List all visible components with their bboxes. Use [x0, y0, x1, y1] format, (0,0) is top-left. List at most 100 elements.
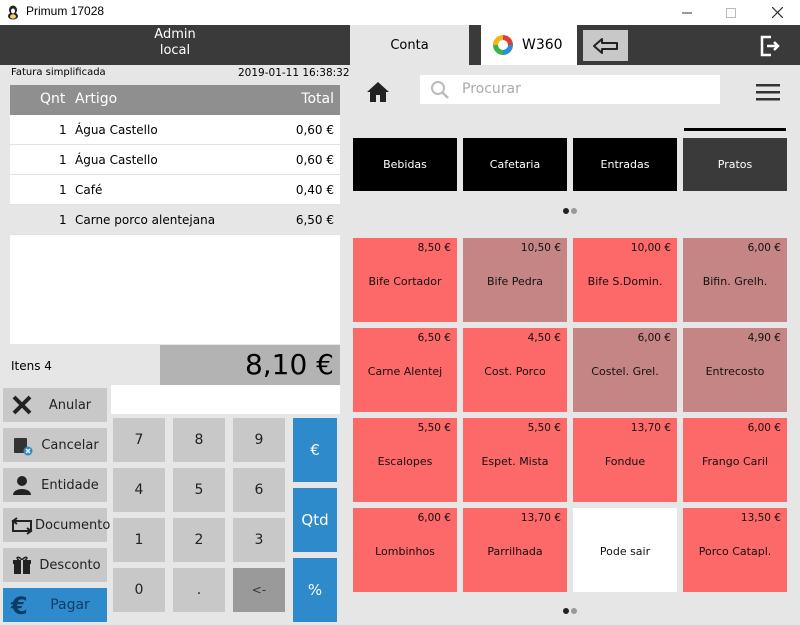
family-bebidas[interactable]: Bebidas: [353, 138, 457, 191]
search-input[interactable]: Procurar: [420, 75, 720, 104]
product-tile[interactable]: 6,00 € Bifin. Grelh.: [683, 238, 787, 322]
product-name: Lombinhos: [375, 545, 435, 558]
family-cafetaria[interactable]: Cafetaria: [463, 138, 567, 191]
window-title: Primum 17028: [26, 4, 105, 18]
product-tile[interactable]: 6,00 € Costel. Grel.: [573, 328, 677, 412]
product-tile[interactable]: Pode sair: [573, 508, 677, 592]
product-tile[interactable]: 5,50 € Espet. Mista: [463, 418, 567, 502]
maximize-button[interactable]: [708, 0, 754, 25]
back-button[interactable]: [583, 30, 628, 61]
key-0[interactable]: 0: [113, 568, 165, 612]
menu-button[interactable]: [755, 82, 783, 104]
key-3[interactable]: 3: [233, 518, 285, 562]
product-price: 6,00 €: [637, 332, 671, 344]
tab-conta[interactable]: Conta: [350, 25, 469, 65]
pagar-button[interactable]: € Pagar: [3, 588, 107, 622]
row-total: 0,60 €: [295, 123, 334, 137]
entidade-button[interactable]: Entidade: [3, 468, 107, 502]
product-tile[interactable]: 4,90 € Entrecosto: [683, 328, 787, 412]
product-tile[interactable]: 8,50 € Bife Cortador: [353, 238, 457, 322]
page-dot: [571, 208, 577, 214]
product-tile[interactable]: 13,70 € Parrilhada: [463, 508, 567, 592]
family-entradas[interactable]: Entradas: [573, 138, 677, 191]
product-name: Parrilhada: [487, 545, 543, 558]
family-page-dots[interactable]: [560, 208, 580, 214]
page-dot-active: [563, 608, 569, 614]
product-name: Escalopes: [377, 455, 433, 468]
product-tile[interactable]: 6,00 € Frango Caril: [683, 418, 787, 502]
home-icon: [367, 82, 389, 102]
desconto-button[interactable]: Desconto: [3, 548, 107, 582]
page-dot: [571, 608, 577, 614]
row-total: 6,50 €: [295, 213, 334, 227]
row-total: 0,60 €: [295, 153, 334, 167]
tab-w360[interactable]: W360: [481, 25, 577, 65]
brand-label: W360: [522, 37, 563, 53]
key-5[interactable]: 5: [173, 468, 225, 512]
key-euro[interactable]: €: [293, 418, 337, 482]
product-name: Bife Cortador: [368, 275, 442, 288]
key-4[interactable]: 4: [113, 468, 165, 512]
key-6[interactable]: 6: [233, 468, 285, 512]
user-name: Admin: [154, 27, 196, 42]
desconto-label: Desconto: [39, 557, 101, 573]
family-pratos[interactable]: Pratos: [683, 138, 787, 191]
product-tile[interactable]: 10,50 € Bife Pedra: [463, 238, 567, 322]
header-total: Total: [301, 91, 334, 107]
items-table-header: Qnt Artigo Total: [10, 85, 340, 115]
product-price: 10,00 €: [630, 242, 671, 254]
row-qty: 1: [59, 123, 67, 137]
svg-text:€: €: [10, 593, 28, 617]
maximize-icon: [726, 7, 736, 18]
product-tile[interactable]: 6,50 € Carne Alentej: [353, 328, 457, 412]
product-price: 13,70 €: [520, 512, 561, 524]
key-9[interactable]: 9: [233, 418, 285, 462]
product-tile[interactable]: 4,50 € Cost. Porco: [463, 328, 567, 412]
key-8[interactable]: 8: [173, 418, 225, 462]
header-qty: Qnt: [40, 91, 66, 107]
order-total: 8,10 €: [160, 345, 340, 385]
product-page-dots[interactable]: [560, 608, 580, 614]
row-total: 0,40 €: [295, 183, 334, 197]
table-row[interactable]: 1 Água Castello 0,60 €: [10, 145, 340, 175]
product-name: Carne Alentej: [367, 365, 443, 378]
header-article: Artigo: [75, 91, 118, 107]
key-1[interactable]: 1: [113, 518, 165, 562]
product-price: 5,50 €: [527, 422, 561, 434]
close-icon: [771, 7, 783, 18]
product-price: 6,00 €: [747, 422, 781, 434]
product-price: 6,00 €: [417, 512, 451, 524]
key-2[interactable]: 2: [173, 518, 225, 562]
product-price: 6,50 €: [417, 332, 451, 344]
keypad-entry-field[interactable]: [111, 385, 340, 414]
cancel-document-icon: [10, 433, 34, 457]
product-tile[interactable]: 13,70 € Fondue: [573, 418, 677, 502]
page-dot-active: [563, 208, 569, 214]
close-window-button[interactable]: [754, 0, 800, 25]
key-percent[interactable]: %: [293, 558, 337, 622]
table-row-selected[interactable]: 1 Carne porco alentejana 6,50 €: [10, 205, 340, 235]
product-tile[interactable]: 5,50 € Escalopes: [353, 418, 457, 502]
product-tile[interactable]: 10,00 € Bife S.Domin.: [573, 238, 677, 322]
minimize-button[interactable]: [664, 0, 710, 25]
table-row[interactable]: 1 Café 0,40 €: [10, 175, 340, 205]
hamburger-menu-icon: [756, 84, 780, 101]
product-tile[interactable]: 6,00 € Lombinhos: [353, 508, 457, 592]
exit-button[interactable]: [750, 30, 790, 61]
anular-button[interactable]: Anular: [3, 388, 107, 422]
row-article: Água Castello: [75, 123, 158, 137]
euro-icon: €: [10, 593, 34, 617]
product-name: Cost. Porco: [484, 365, 546, 378]
key-decimal[interactable]: .: [173, 568, 225, 612]
minimize-icon: [682, 12, 692, 13]
home-button[interactable]: [365, 80, 395, 108]
key-quantity[interactable]: Qtd: [293, 488, 337, 552]
row-article: Carne porco alentejana: [75, 213, 216, 227]
key-backspace[interactable]: <-: [233, 568, 285, 612]
table-row[interactable]: 1 Água Castello 0,60 €: [10, 115, 340, 145]
user-location: local: [159, 43, 191, 58]
documento-button[interactable]: Documento: [3, 508, 110, 542]
cancelar-button[interactable]: Cancelar: [3, 428, 107, 462]
key-7[interactable]: 7: [113, 418, 165, 462]
product-tile[interactable]: 13,50 € Porco Catapl.: [683, 508, 787, 592]
